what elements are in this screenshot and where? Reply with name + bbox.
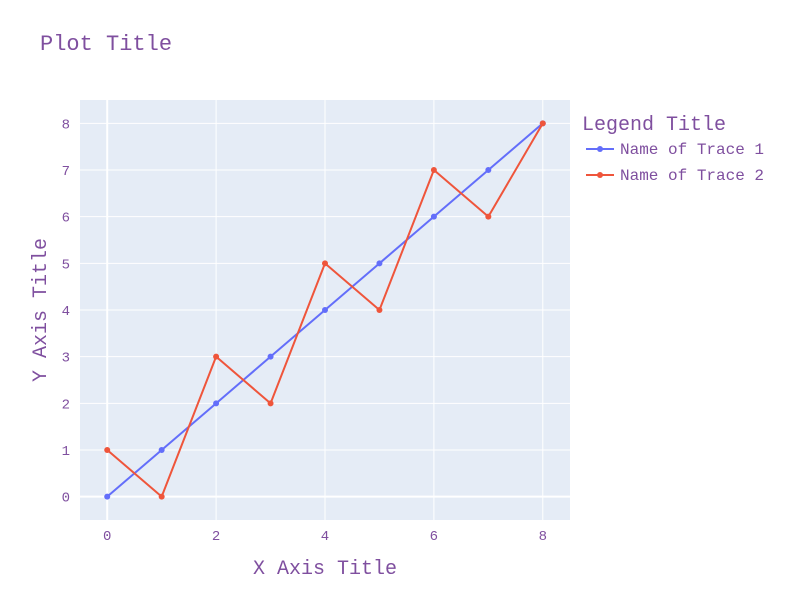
legend-item: Name of Trace 1 xyxy=(586,141,764,159)
y-tick-label: 4 xyxy=(62,304,70,320)
data-point xyxy=(485,167,492,173)
legend-swatch-marker xyxy=(597,172,603,178)
chart-title: Plot Title xyxy=(40,32,172,57)
data-point xyxy=(322,260,328,267)
x-tick-label: 4 xyxy=(321,529,329,545)
x-axis-title: X Axis Title xyxy=(253,558,397,581)
x-tick-label: 0 xyxy=(103,529,111,545)
legend-item-label: Name of Trace 2 xyxy=(620,167,764,185)
y-tick-label: 1 xyxy=(62,444,70,460)
x-tick-labels: 0 2 4 6 8 xyxy=(103,529,547,545)
data-point xyxy=(322,307,328,313)
data-point xyxy=(104,493,111,500)
y-tick-label: 3 xyxy=(62,351,70,367)
x-tick-label: 8 xyxy=(539,529,547,545)
data-point xyxy=(430,167,437,173)
y-tick-label: 0 xyxy=(62,491,70,507)
data-point xyxy=(539,120,546,127)
y-axis-title: Y Axis Title xyxy=(30,238,53,382)
y-tick-label: 5 xyxy=(62,257,70,273)
data-point xyxy=(430,213,437,220)
legend-item-label: Name of Trace 1 xyxy=(620,141,764,159)
y-tick-label: 6 xyxy=(62,211,70,227)
data-point xyxy=(158,493,165,500)
data-point xyxy=(485,213,492,220)
data-point xyxy=(104,447,111,453)
data-point xyxy=(267,353,274,360)
legend-item: Name of Trace 2 xyxy=(586,167,764,185)
data-point xyxy=(213,400,220,407)
x-tick-label: 2 xyxy=(212,529,220,545)
data-point xyxy=(376,307,383,313)
series-layer xyxy=(104,120,546,500)
legend-title: Legend Title xyxy=(582,114,726,137)
y-tick-label: 8 xyxy=(62,117,70,133)
series-1 xyxy=(104,120,546,500)
y-tick-label: 7 xyxy=(62,164,70,180)
data-point xyxy=(158,447,165,453)
legend-items: Name of Trace 1 Name of Trace 2 xyxy=(586,141,764,185)
y-tick-labels: 0 1 2 3 4 5 6 7 8 xyxy=(62,117,70,506)
y-tick-label: 2 xyxy=(62,397,70,413)
legend-swatch-marker xyxy=(597,146,603,152)
data-point xyxy=(213,353,220,360)
series-2 xyxy=(104,120,546,500)
data-point xyxy=(267,400,274,407)
x-tick-label: 6 xyxy=(430,529,438,545)
data-point xyxy=(376,260,383,267)
